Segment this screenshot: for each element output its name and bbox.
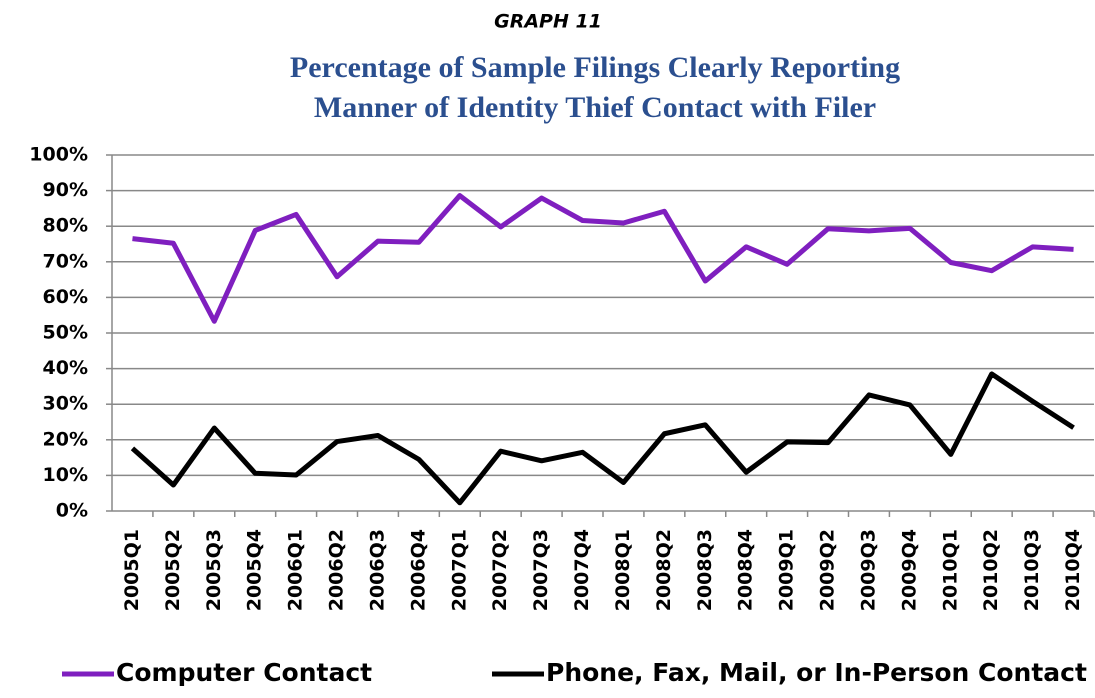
- x-tick-label: 2007Q1: [448, 529, 470, 611]
- x-tick-label: 2008Q4: [735, 529, 757, 611]
- y-tick-label: 40%: [43, 357, 88, 379]
- x-tick-label: 2006Q2: [326, 529, 348, 611]
- legend-label: Computer Contact: [116, 658, 372, 687]
- y-tick-label: 50%: [43, 322, 88, 344]
- x-tick-label: 2005Q1: [121, 529, 143, 611]
- y-tick-label: 0%: [56, 500, 88, 522]
- x-tick-label: 2008Q1: [612, 529, 634, 611]
- x-tick-label: 2009Q3: [857, 529, 879, 611]
- y-tick-label: 90%: [43, 179, 88, 201]
- x-tick-label: 2010Q4: [1062, 529, 1084, 611]
- y-tick-label: 10%: [43, 464, 88, 486]
- x-tick-label: 2006Q1: [285, 529, 307, 611]
- y-tick-label: 20%: [43, 428, 88, 450]
- x-tick-label: 2006Q4: [407, 529, 429, 611]
- x-tick-label: 2007Q3: [530, 529, 552, 611]
- series-line: [132, 193, 1074, 324]
- chart-supertitle: GRAPH 11: [494, 11, 602, 33]
- x-tick-label: 2009Q2: [817, 529, 839, 611]
- y-tick-label: 70%: [43, 250, 88, 272]
- series-line: [130, 371, 1075, 506]
- x-tick-label: 2007Q4: [571, 529, 593, 611]
- x-tick-label: 2005Q4: [244, 529, 266, 611]
- y-tick-label: 80%: [43, 215, 88, 237]
- x-tick-label: 2006Q3: [366, 529, 388, 611]
- x-tick-label: 2010Q3: [1021, 529, 1043, 611]
- x-tick-label: 2005Q3: [203, 529, 225, 611]
- x-tick-label: 2009Q4: [898, 529, 920, 611]
- x-tick-label: 2007Q2: [489, 529, 511, 611]
- y-tick-label: 100%: [29, 144, 88, 166]
- x-tick-label: 2008Q3: [694, 529, 716, 611]
- y-tick-label: 60%: [43, 286, 88, 308]
- x-tick-label: 2010Q2: [980, 529, 1002, 611]
- y-tick-label: 30%: [43, 393, 88, 415]
- x-tick-label: 2008Q2: [653, 529, 675, 611]
- legend-label: Phone, Fax, Mail, or In-Person Contact: [546, 658, 1087, 687]
- x-tick-label: 2010Q1: [939, 529, 961, 611]
- x-tick-label: 2009Q1: [776, 529, 798, 611]
- chart-title: Manner of Identity Thief Contact with Fi…: [314, 91, 876, 124]
- x-tick-label: 2005Q2: [162, 529, 184, 611]
- chart-title: Percentage of Sample Filings Clearly Rep…: [290, 51, 900, 84]
